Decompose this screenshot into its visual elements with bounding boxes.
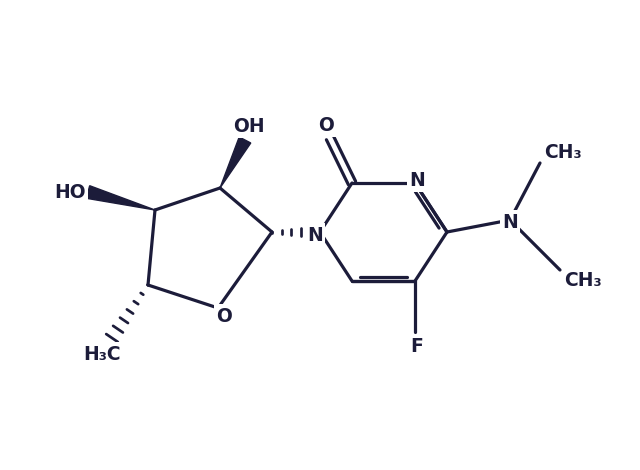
Text: OH: OH xyxy=(233,117,265,135)
Text: H₃C: H₃C xyxy=(83,345,121,363)
Text: F: F xyxy=(411,337,424,355)
Polygon shape xyxy=(86,186,155,210)
Text: O: O xyxy=(216,306,232,326)
Text: CH₃: CH₃ xyxy=(564,271,602,290)
Text: N: N xyxy=(307,226,323,244)
Text: N: N xyxy=(409,171,425,189)
Text: O: O xyxy=(318,116,334,134)
Polygon shape xyxy=(220,137,251,188)
Text: CH₃: CH₃ xyxy=(544,143,582,163)
Text: HO: HO xyxy=(54,182,86,202)
Text: N: N xyxy=(502,212,518,232)
